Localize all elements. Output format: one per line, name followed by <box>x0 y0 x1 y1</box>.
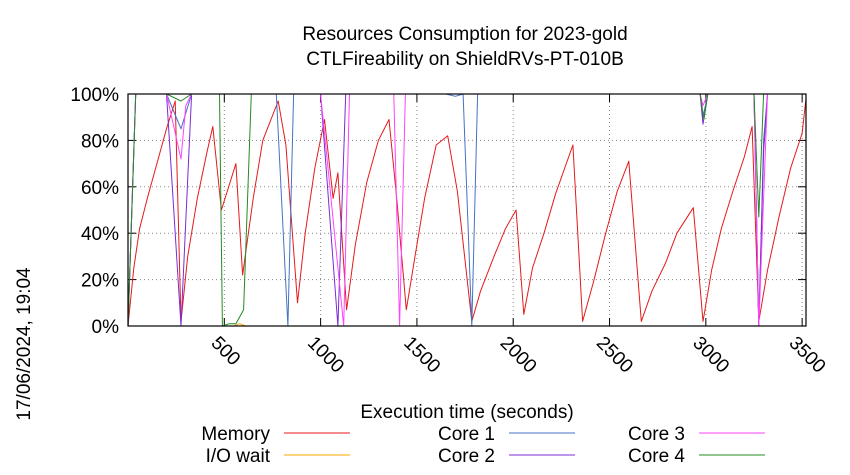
x-tick-label: 3000 <box>688 333 733 378</box>
legend-label: I/O wait <box>206 446 271 467</box>
y-tick-label: 80% <box>81 131 119 152</box>
y-tick-label: 40% <box>81 224 119 245</box>
legend-label: Core 3 <box>628 424 685 445</box>
grid-lines <box>128 93 806 327</box>
x-tick-label: 3500 <box>785 333 830 378</box>
x-tick-labels: 500 1000 1500 2000 2500 3000 3500 <box>207 333 830 378</box>
x-tick-label: 1500 <box>399 333 444 378</box>
y-tick-label: 0% <box>92 317 120 338</box>
series-line-memory <box>127 98 807 327</box>
series-line-core-1 <box>127 93 806 327</box>
y-tick-label: 20% <box>81 271 119 292</box>
series-lines <box>127 93 807 327</box>
plot-frame <box>127 93 807 327</box>
legend-label: Memory <box>201 424 270 445</box>
legend-label: Core 1 <box>438 424 495 445</box>
legend-label: Core 2 <box>438 446 495 467</box>
timestamp-label: 17/06/2024, 19:04 <box>14 267 35 421</box>
y-tick-label: 60% <box>81 178 119 199</box>
x-tick-label: 500 <box>207 333 244 370</box>
chart-subtitle: CTLFireability on ShieldRVs-PT-010B <box>306 49 624 70</box>
y-tick-labels: 0% 20% 40% 60% 80% 100% <box>70 85 119 338</box>
x-tick-label: 2000 <box>496 333 541 378</box>
legend-label: Core 4 <box>628 446 685 467</box>
y-tick-label: 100% <box>70 85 119 106</box>
x-axis-label: Execution time (seconds) <box>360 402 573 423</box>
x-tick-label: 2500 <box>592 333 637 378</box>
x-tick-label: 1000 <box>303 333 348 378</box>
chart-title: Resources Consumption for 2023-gold <box>302 24 627 45</box>
